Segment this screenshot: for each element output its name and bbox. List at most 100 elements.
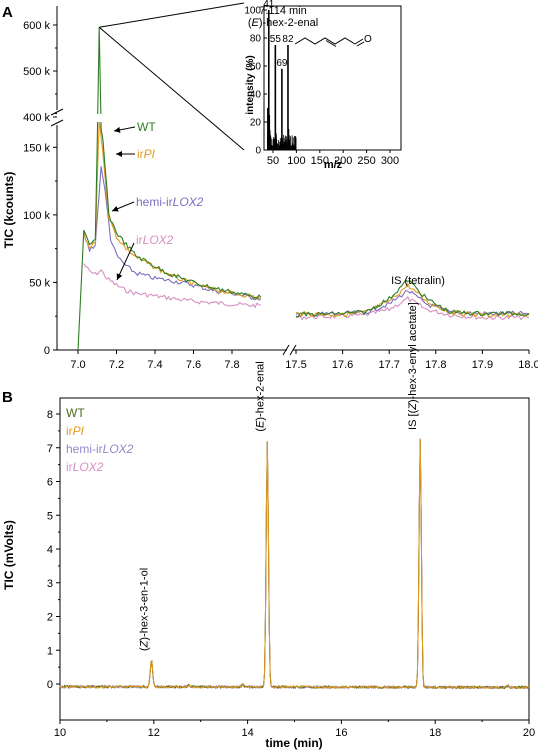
inset-title-line1: 7.114 min [259, 5, 307, 17]
inset-x-tick-label: 250 [357, 155, 375, 167]
legend-arrow-head-icon [116, 151, 122, 157]
inset-y-label: intensity (%) [245, 55, 256, 114]
x-tick-label: 14 [241, 727, 253, 739]
legend-label-irPI: irPI [66, 424, 85, 438]
y-tick-label: 100 k [23, 210, 50, 222]
x-tick-label: 10 [54, 727, 66, 739]
x-tick-label: 7.6 [186, 359, 201, 371]
inset-title-line2: (E)-hex-2-enal [248, 17, 318, 29]
trace-line-irLOX2-right [295, 295, 530, 321]
y-tick-label: 2 [47, 612, 53, 624]
inset-zoom-line [99, 2, 245, 28]
panel-a-inset: 7.114 min (E)-hex-2-enal intensity (%) m… [244, 0, 402, 171]
legend-arrow-head-icon [114, 126, 121, 133]
inset-y-tick-label: 0 [255, 146, 261, 157]
y-tick-label: 1 [47, 645, 53, 657]
inset-y-tick-label: 40 [250, 90, 262, 101]
trace-line-hemi-irLOX2 [59, 438, 530, 690]
legend-label-hemi-irLOX2: hemi-irLOX2 [136, 195, 204, 209]
inset-x-label: m/z [324, 159, 343, 171]
legend-label-irPI: irPI [137, 147, 156, 161]
peak-label-2: IS [(Z)-hex-3-enyl acetate] [407, 302, 419, 430]
y-tick-label: 5 [47, 510, 53, 522]
trace-line-irLOX2 [59, 438, 530, 690]
y-tick-label: 6 [47, 477, 53, 489]
trace-line-irPI [59, 438, 530, 690]
x-tick-label: 17.5 [285, 359, 306, 371]
trace-line-irPI-right [295, 282, 530, 318]
inset-x-tick-label: 50 [267, 155, 279, 167]
inset-peak-label: 55 [270, 34, 282, 45]
y-tick-label: 400 k [23, 112, 50, 124]
legend-arrow-head-icon [112, 205, 119, 212]
panel-b-y-label: TIC (mVolts) [2, 520, 16, 590]
inset-zoom-line [98, 26, 245, 151]
trace-line-irLOX2 [83, 263, 262, 309]
legend-label-WT: WT [66, 406, 85, 420]
y-axis-break-mark [50, 108, 64, 116]
x-tick-label: 17.8 [425, 359, 446, 371]
x-tick-label: 20 [523, 727, 535, 739]
inset-frame [263, 5, 402, 151]
y-tick-label: 500 k [23, 66, 50, 78]
inset-peak-label: 82 [282, 34, 294, 45]
x-tick-label: 16 [335, 727, 347, 739]
x-tick-label: 17.9 [472, 359, 493, 371]
y-tick-label: 150 k [23, 142, 50, 154]
x-tick-label: 17.7 [378, 359, 399, 371]
x-tick-label: 18.0 [518, 359, 538, 371]
trace-line-WT-right [295, 279, 530, 318]
legend-label-hemi-irLOX2: hemi-irLOX2 [66, 442, 134, 456]
inset-y-tick-label: 80 [250, 34, 262, 45]
inset-x-tick-label: 300 [381, 155, 399, 167]
x-tick-label: 7.2 [109, 359, 124, 371]
peak-label-1: (E)-hex-2-enal [254, 361, 266, 431]
trace-line-hemi-irLOX2 [83, 166, 262, 301]
panel-b-x-label: time (min) [265, 736, 322, 750]
inset-peak-label: 69 [276, 58, 288, 69]
x-tick-label: 18 [429, 727, 441, 739]
inset-x-tick-label: 100 [287, 155, 305, 167]
legend-arrow-head-icon [116, 273, 123, 280]
inset-x-tick-label: 200 [334, 155, 352, 167]
is-tetralin-label: IS (tetralin) [391, 275, 445, 287]
y-tick-label: 8 [47, 409, 53, 421]
x-tick-label: 12 [148, 727, 160, 739]
inset-title-italic: E [252, 17, 260, 29]
x-tick-label: 17.6 [332, 359, 353, 371]
trace-line-WT [59, 440, 530, 690]
hex-2-enal-structure-icon [294, 37, 365, 47]
y-tick-label: 0 [44, 345, 50, 357]
legend-label-irLOX2: irLOX2 [66, 460, 104, 474]
x-tick-label: 7.0 [70, 359, 85, 371]
y-tick-label: 7 [47, 443, 53, 455]
y-tick-label: 4 [47, 544, 53, 556]
y-axis-break-mark [50, 119, 64, 127]
inset-peak-label: 41 [263, 0, 275, 10]
inset-x-tick-label: 150 [311, 155, 329, 167]
y-tick-label: 600 k [23, 20, 50, 32]
aldehyde-oxygen-icon: O [364, 34, 372, 45]
x-axis-break-mark [282, 344, 290, 356]
break-gap [90, 114, 120, 122]
y-tick-label: 50 k [29, 277, 50, 289]
y-tick-label: 3 [47, 578, 53, 590]
x-tick-label: 7.4 [147, 359, 162, 371]
inset-y-tick-label: 20 [250, 118, 262, 129]
peak-label-0: (Z)-hex-3-en-1-ol [138, 568, 150, 651]
legend-arrow-line [116, 242, 135, 281]
panel-label-b: B [2, 389, 13, 406]
panel-a-plot: 0 50 k 100 k 150 k 400 k 500 k 600 k 7.0 7.2 7.4 7… [23, 2, 538, 371]
panel-a-y-label: TIC (kcounts) [2, 172, 16, 249]
panel-label-a: A [2, 4, 13, 21]
x-tick-label: 7.8 [224, 359, 239, 371]
x-axis-break-mark [289, 344, 297, 356]
trace-line-WT [77, 27, 262, 351]
legend-label-WT: WT [137, 120, 156, 134]
y-tick-label: 0 [47, 679, 53, 691]
inset-y-tick-label: 60 [250, 62, 262, 73]
trace-line-irPI [83, 120, 262, 300]
legend-label-irLOX2: irLOX2 [136, 233, 174, 247]
